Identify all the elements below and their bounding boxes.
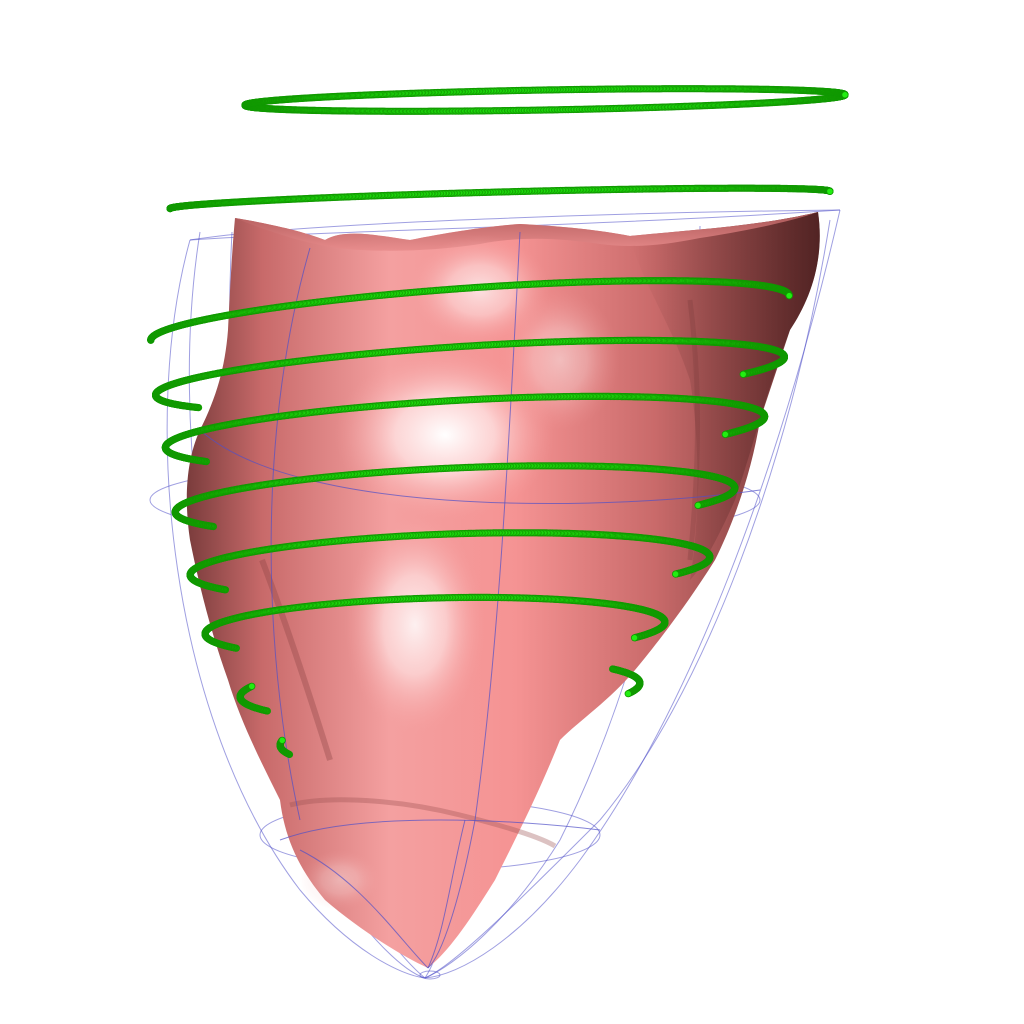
contour-point <box>694 501 702 509</box>
contour-point <box>841 91 849 99</box>
contour-point <box>785 292 793 300</box>
contour-point <box>826 187 834 195</box>
contour-point-rings <box>147 85 849 759</box>
contour-point <box>721 430 729 438</box>
heart-ventricle-surface <box>186 212 820 968</box>
ventricle-wireframe-front <box>199 231 761 969</box>
contour-point <box>739 370 747 378</box>
